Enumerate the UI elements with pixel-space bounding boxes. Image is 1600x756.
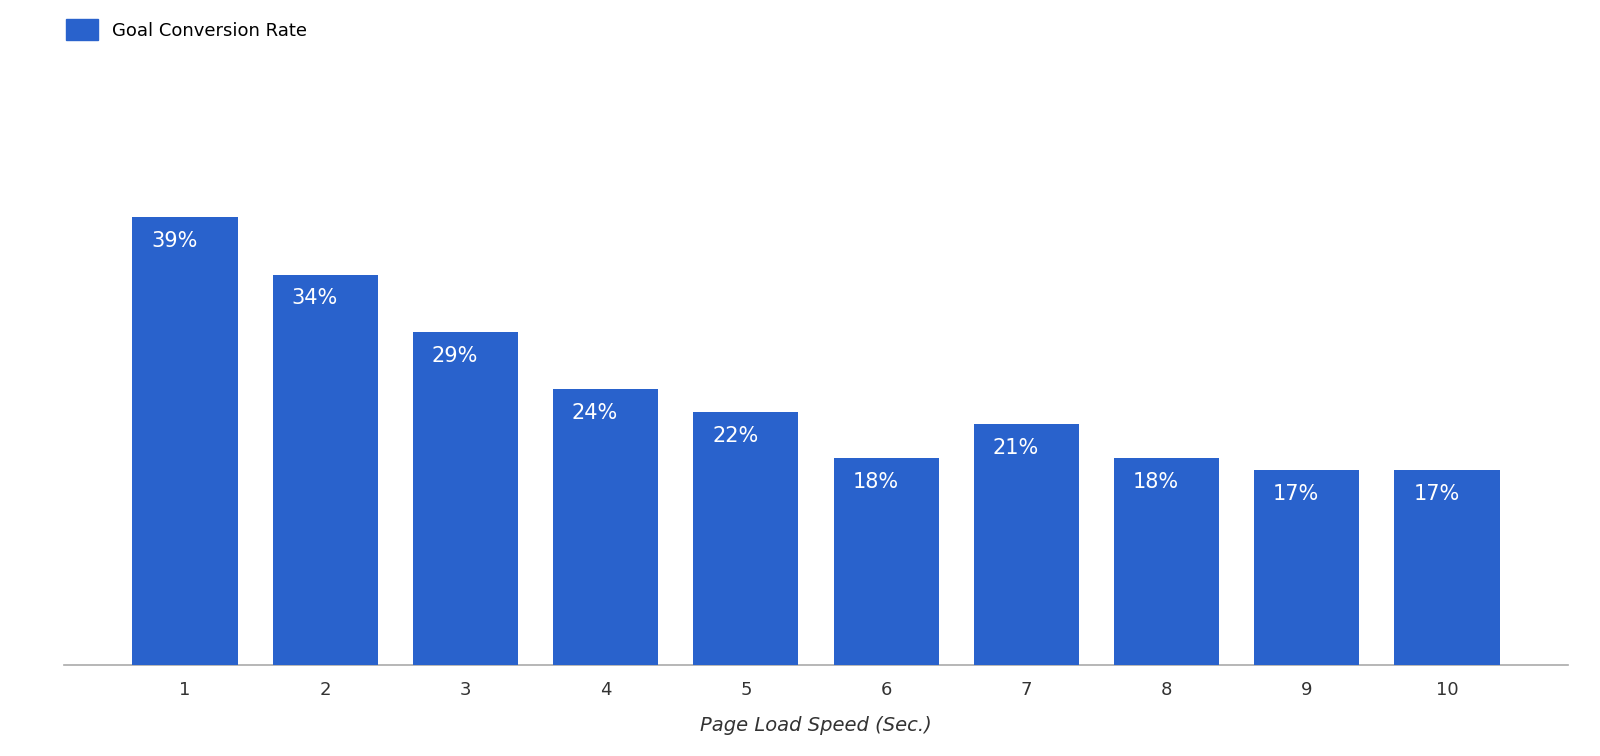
Bar (272, 274, 378, 665)
Bar (834, 458, 939, 665)
Text: 17%: 17% (1274, 484, 1320, 503)
Bar (554, 389, 658, 665)
Bar (413, 332, 518, 665)
Text: 29%: 29% (432, 345, 478, 366)
Bar (133, 217, 237, 665)
Text: 21%: 21% (992, 438, 1038, 457)
Bar (693, 413, 798, 665)
Text: 18%: 18% (1133, 472, 1179, 492)
Text: 18%: 18% (853, 472, 899, 492)
Text: 22%: 22% (712, 426, 758, 446)
Bar (1395, 470, 1499, 665)
Text: 17%: 17% (1413, 484, 1459, 503)
Bar (1114, 458, 1219, 665)
Bar (1254, 470, 1360, 665)
Text: 39%: 39% (152, 231, 198, 251)
Text: 24%: 24% (571, 403, 618, 423)
Legend: Goal Conversion Rate: Goal Conversion Rate (66, 20, 307, 40)
Text: 34%: 34% (291, 288, 338, 308)
Bar (974, 424, 1078, 665)
X-axis label: Page Load Speed (Sec.): Page Load Speed (Sec.) (701, 716, 931, 735)
